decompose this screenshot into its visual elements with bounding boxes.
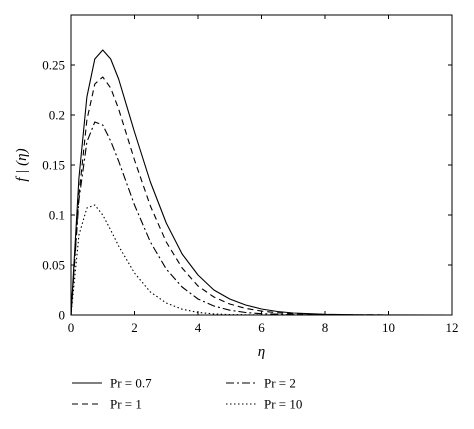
x-tick-label: 12 [446, 320, 459, 335]
legend-label-1: Pr = 0.7 [110, 376, 152, 391]
x-axis-label: η [258, 344, 265, 360]
x-tick-label: 4 [195, 320, 202, 335]
y-tick-label: 0.1 [49, 208, 65, 223]
legend: Pr = 0.7 Pr = 1 Pr = 2 Pr = 10 [72, 376, 302, 412]
legend-label-3: Pr = 2 [264, 376, 296, 391]
y-tick-label: 0.05 [42, 258, 65, 273]
legend-label-2: Pr = 1 [110, 397, 142, 412]
legend-label-4: Pr = 10 [264, 397, 302, 412]
x-tick-label: 8 [322, 320, 329, 335]
series-line-3 [70, 121, 452, 316]
x-tick-label: 2 [131, 320, 138, 335]
x-tick-label: 6 [258, 320, 265, 335]
y-tick-label: 0.2 [49, 108, 65, 123]
x-tick-label: 10 [382, 320, 395, 335]
series-line-1 [70, 49, 453, 316]
series-line-4 [70, 204, 452, 316]
y-axis-label: f | (η) [14, 148, 30, 181]
plot-area [70, 14, 453, 316]
x-tick-label: 0 [68, 320, 75, 335]
axis-ticks: 0 2 4 6 8 10 12 0 0.05 0.1 0.15 0.2 0.25 [42, 15, 459, 335]
y-tick-label: 0.25 [42, 58, 65, 73]
plot-frame [70, 14, 453, 316]
series-lines [70, 49, 453, 316]
y-tick-label: 0 [59, 308, 66, 323]
series-line-2 [70, 76, 452, 316]
y-tick-label: 0.15 [42, 158, 65, 173]
